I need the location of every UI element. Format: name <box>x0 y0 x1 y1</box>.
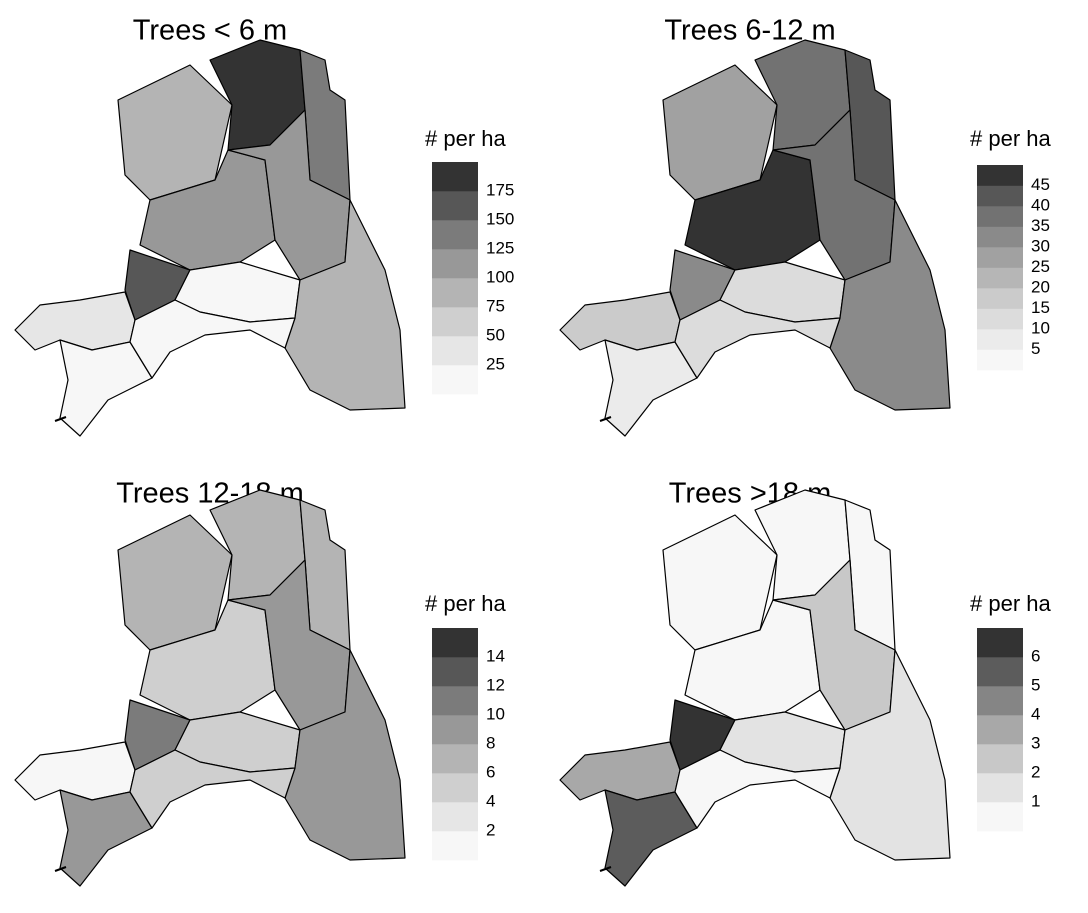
legend-tick-label: 10 <box>486 704 505 723</box>
legend-tick-label: 150 <box>486 209 514 228</box>
district <box>14 291 136 351</box>
district <box>674 749 841 829</box>
legend-title: # per ha <box>970 591 1051 616</box>
legend-title: # per ha <box>970 126 1051 151</box>
legend-tick-label: 75 <box>486 296 505 315</box>
legend-swatch <box>977 288 1023 309</box>
district <box>59 789 153 887</box>
island <box>54 866 67 872</box>
legend-swatch <box>432 191 478 221</box>
district <box>559 291 681 351</box>
island <box>599 416 612 422</box>
legend-swatch <box>432 657 478 687</box>
legend-swatch <box>432 744 478 774</box>
legend-swatch <box>977 247 1023 268</box>
legend-swatch <box>432 831 478 861</box>
legend-tick-label: 100 <box>486 267 514 286</box>
legend-swatch <box>432 336 478 366</box>
legend-swatch <box>977 686 1023 716</box>
legend-tick-label: 50 <box>486 325 505 344</box>
legend-swatch <box>977 267 1023 289</box>
legend-tick-label: 2 <box>486 820 495 839</box>
legend-swatch <box>977 165 1023 186</box>
legend-tick-label: 20 <box>1031 277 1050 296</box>
legend-swatch <box>977 308 1023 330</box>
legend-tick-label: 40 <box>1031 195 1050 214</box>
legend-swatch <box>977 802 1023 832</box>
legend-tick-label: 2 <box>1031 762 1040 781</box>
legend-swatch <box>977 206 1023 227</box>
legend-swatch <box>432 802 478 832</box>
legend-swatch <box>977 349 1023 371</box>
legend-tick-label: 3 <box>1031 733 1040 752</box>
district <box>559 741 681 801</box>
legend-swatch <box>977 744 1023 774</box>
legend-swatch <box>432 686 478 716</box>
legend-tick-label: 5 <box>1031 675 1040 694</box>
legend-tick-label: 25 <box>1031 257 1050 276</box>
legend-tick-label: 10 <box>1031 318 1050 337</box>
legend-swatch <box>432 715 478 745</box>
legend-swatch <box>432 249 478 279</box>
district <box>129 299 296 379</box>
legend-swatch <box>977 773 1023 803</box>
legend-tick-label: 175 <box>486 180 514 199</box>
legend-swatch <box>977 715 1023 745</box>
legend-tick-label: 30 <box>1031 236 1050 255</box>
legend-swatch <box>432 220 478 250</box>
island <box>599 866 612 872</box>
legend-tick-label: 45 <box>1031 175 1050 194</box>
legend-tick-label: 4 <box>1031 704 1040 723</box>
legend-swatch <box>432 278 478 308</box>
legend-title: # per ha <box>425 126 506 151</box>
legend-tick-label: 5 <box>1031 339 1040 358</box>
district <box>14 741 136 801</box>
legend-swatch <box>432 628 478 658</box>
legend-tick-label: 8 <box>486 733 495 752</box>
legend-tick-label: 14 <box>486 646 505 665</box>
legend-swatch <box>977 226 1023 248</box>
district <box>604 339 698 437</box>
legend-swatch <box>432 365 478 395</box>
legend-tick-label: 1 <box>1031 791 1040 810</box>
island <box>54 416 67 422</box>
legend-tick-label: 4 <box>486 791 495 810</box>
legend-tick-label: 125 <box>486 238 514 257</box>
legend-swatch <box>977 657 1023 687</box>
district <box>674 299 841 379</box>
legend-swatch <box>977 628 1023 658</box>
legend-swatch <box>977 329 1023 350</box>
legend-tick-label: 6 <box>1031 646 1040 665</box>
district <box>129 749 296 829</box>
legend-title: # per ha <box>425 591 506 616</box>
legend-swatch <box>977 185 1023 207</box>
legend-tick-label: 35 <box>1031 216 1050 235</box>
district <box>59 339 153 437</box>
legend-tick-label: 12 <box>486 675 505 694</box>
legend-tick-label: 6 <box>486 762 495 781</box>
legend-swatch <box>432 162 478 192</box>
legend-swatch <box>432 773 478 803</box>
district <box>604 789 698 887</box>
legend-tick-label: 15 <box>1031 298 1050 317</box>
legend-tick-label: 25 <box>486 354 505 373</box>
legend-swatch <box>432 307 478 337</box>
